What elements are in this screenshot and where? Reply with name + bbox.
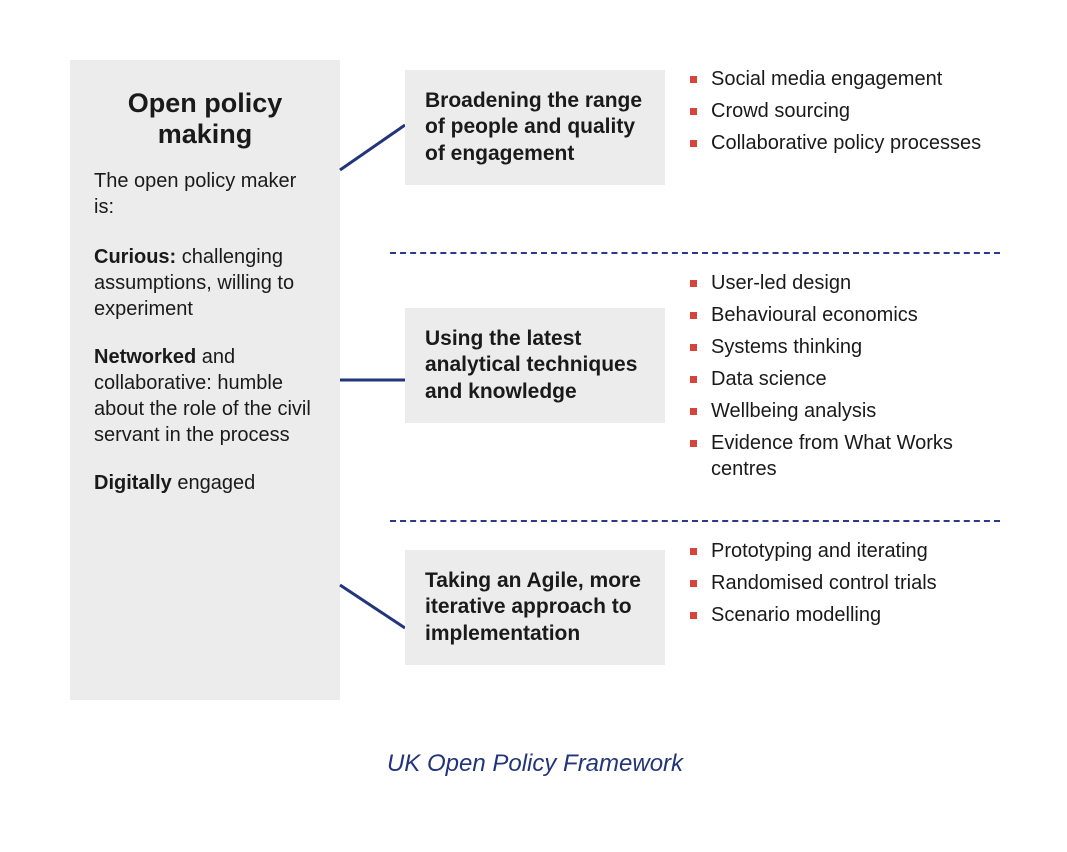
bullet-text: Behavioural economics [711, 302, 990, 328]
bullet-item: User-led design [690, 270, 990, 296]
bullet-item: Collaborative policy processes [690, 130, 990, 156]
bullet-text: Prototyping and iterating [711, 538, 990, 564]
bullet-text: Collaborative policy processes [711, 130, 990, 156]
branch-title: Broadening the range of people and quali… [425, 88, 645, 167]
section-divider [390, 520, 1000, 522]
branch-box: Broadening the range of people and quali… [405, 70, 665, 185]
bullet-item: Behavioural economics [690, 302, 990, 328]
bullet-text: Social media engagement [711, 66, 990, 92]
bullet-item: Prototyping and iterating [690, 538, 990, 564]
connector-line [340, 125, 405, 170]
bullet-text: Data science [711, 366, 990, 392]
bullet-item: Randomised control trials [690, 570, 990, 596]
bullet-square-icon [690, 548, 697, 555]
diagram-caption: UK Open Policy Framework [70, 750, 1000, 778]
bullet-text: Systems thinking [711, 334, 990, 360]
bullet-square-icon [690, 376, 697, 383]
bullet-text: Wellbeing analysis [711, 398, 990, 424]
bullet-square-icon [690, 312, 697, 319]
bullet-square-icon [690, 580, 697, 587]
bullet-text: Evidence from What Works centres [711, 430, 990, 482]
bullet-text: Crowd sourcing [711, 98, 990, 124]
bullet-square-icon [690, 280, 697, 287]
bullet-square-icon [690, 108, 697, 115]
bullet-item: Data science [690, 366, 990, 392]
bullet-list: Social media engagement Crowd sourcing Col… [690, 66, 990, 162]
bullet-item: Wellbeing analysis [690, 398, 990, 424]
bullet-square-icon [690, 76, 697, 83]
branch-box: Taking an Agile, more iterative approach… [405, 550, 665, 665]
bullet-item: Social media engagement [690, 66, 990, 92]
bullet-square-icon [690, 408, 697, 415]
branch-box: Using the latest analytical techniques a… [405, 308, 665, 423]
diagram-canvas: Open policy making The open policy maker… [70, 60, 1000, 800]
branch-title: Using the latest analytical techniques a… [425, 326, 645, 405]
bullet-list: User-led design Behavioural economics Syst… [690, 270, 990, 488]
branch-title: Taking an Agile, more iterative approach… [425, 568, 645, 647]
bullet-list: Prototyping and iterating Randomised cont… [690, 538, 990, 634]
bullet-item: Systems thinking [690, 334, 990, 360]
bullet-square-icon [690, 140, 697, 147]
bullet-text: Randomised control trials [711, 570, 990, 596]
bullet-square-icon [690, 344, 697, 351]
bullet-item: Crowd sourcing [690, 98, 990, 124]
bullet-square-icon [690, 440, 697, 447]
bullet-text: User-led design [711, 270, 990, 296]
section-divider [390, 252, 1000, 254]
bullet-text: Scenario modelling [711, 602, 990, 628]
bullet-square-icon [690, 612, 697, 619]
bullet-item: Evidence from What Works centres [690, 430, 990, 482]
bullet-item: Scenario modelling [690, 602, 990, 628]
connector-line [340, 585, 405, 628]
